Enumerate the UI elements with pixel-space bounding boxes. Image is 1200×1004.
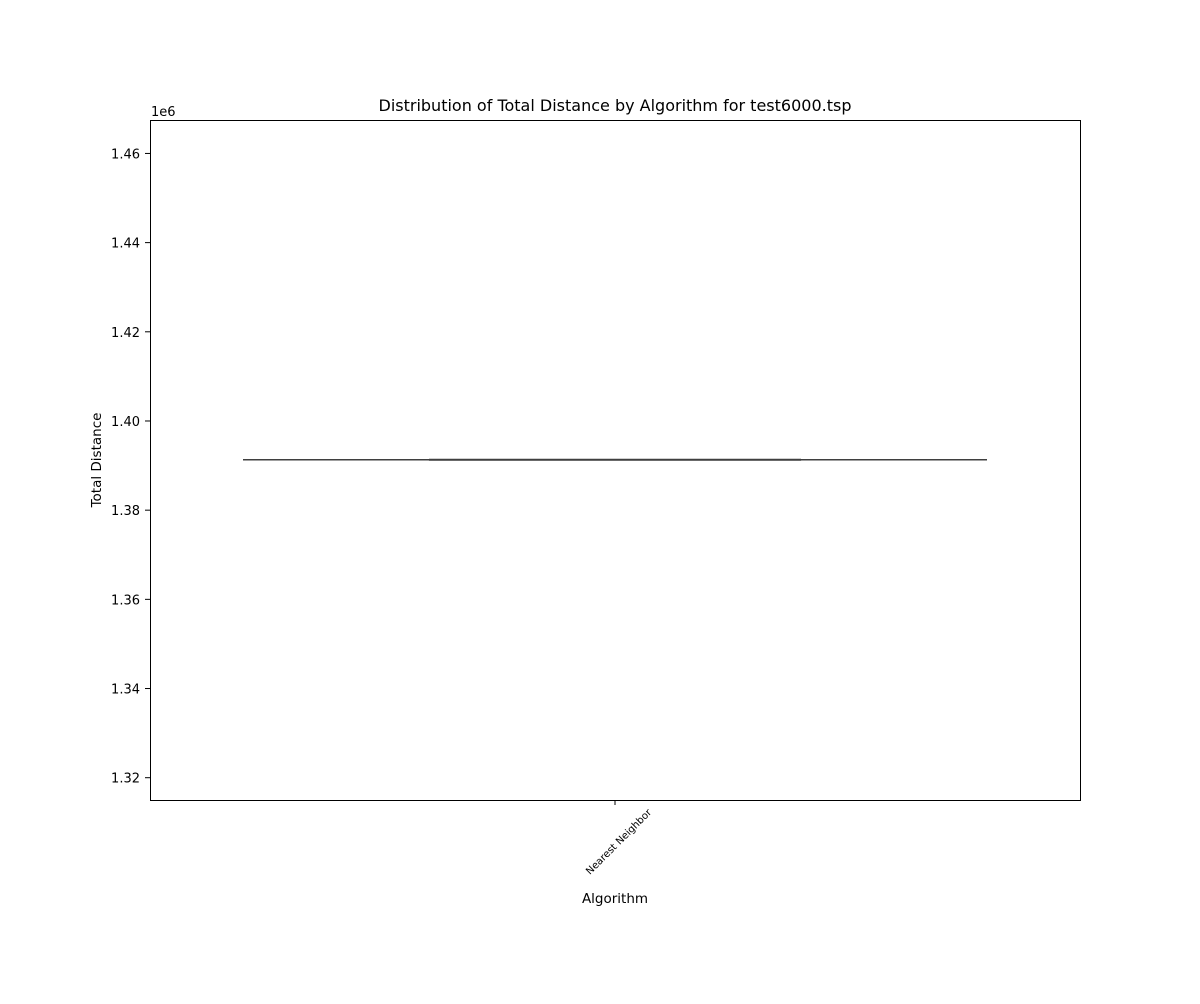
y-tick-label: 1.40 xyxy=(111,415,140,430)
y-tick-label: 1.44 xyxy=(111,237,140,252)
y-tick-label: 1.34 xyxy=(111,683,140,698)
y-tick-label: 1.42 xyxy=(111,326,140,341)
y-axis-label: Total Distance xyxy=(89,413,105,509)
x-axis-label: Algorithm xyxy=(582,891,648,907)
y-axis-offset-label: 1e6 xyxy=(151,105,176,120)
y-tick-label: 1.32 xyxy=(111,772,140,787)
y-tick-label: 1.36 xyxy=(111,593,140,608)
y-tick-label: 1.38 xyxy=(111,504,140,519)
chart-title: Distribution of Total Distance by Algori… xyxy=(379,96,852,115)
y-tick-label: 1.46 xyxy=(111,147,140,162)
